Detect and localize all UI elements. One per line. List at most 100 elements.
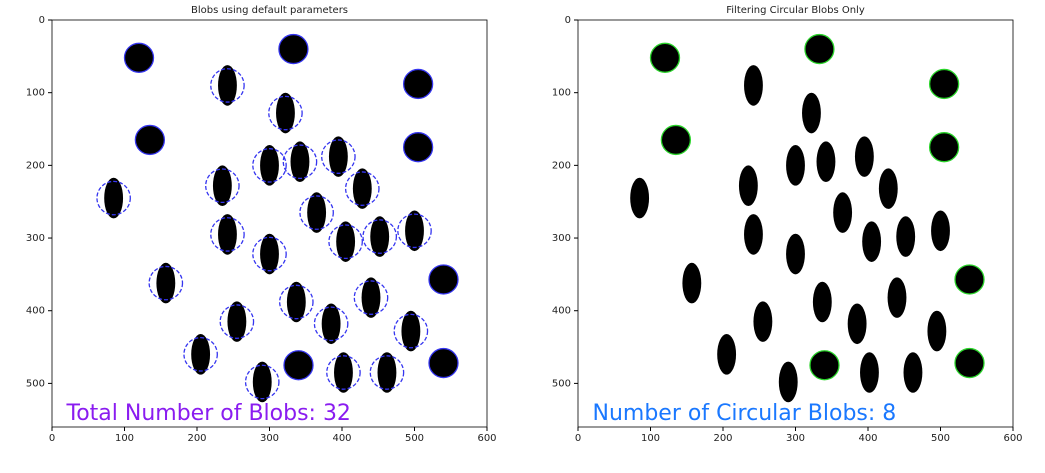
blob <box>377 352 397 393</box>
blob <box>191 334 211 375</box>
blob-detection <box>283 350 314 381</box>
blob-detection <box>954 264 985 295</box>
blob <box>903 352 923 393</box>
blob <box>135 125 165 155</box>
blob-detection <box>96 180 131 216</box>
blob-detection <box>268 95 303 131</box>
blob <box>927 310 947 352</box>
blob <box>227 301 247 342</box>
blob <box>682 262 702 304</box>
blob <box>260 145 279 186</box>
blob-detection <box>134 124 166 156</box>
blob <box>284 350 313 380</box>
blob <box>744 65 763 106</box>
blob-detection <box>244 364 280 400</box>
blob-detection <box>205 168 240 204</box>
y-tick-label: 0 <box>39 15 45 26</box>
blob-detection <box>928 68 960 100</box>
x-tick-label: 100 <box>641 433 660 444</box>
blob-detection <box>344 171 380 206</box>
blob <box>955 264 984 294</box>
y-tick-label: 500 <box>552 378 571 389</box>
blob <box>361 277 381 318</box>
blob <box>778 361 798 403</box>
y-tick-label: 300 <box>552 233 571 244</box>
x-tick-label: 100 <box>115 433 134 444</box>
blob <box>810 350 839 380</box>
x-tick-label: 500 <box>931 433 950 444</box>
y-tick-label: 500 <box>26 378 45 389</box>
blob <box>650 43 680 73</box>
blob <box>290 141 310 183</box>
x-tick-label: 400 <box>332 433 351 444</box>
blob-detection <box>397 213 432 249</box>
blob-detection <box>809 350 840 381</box>
chart-title: Filtering Circular Blobs Only <box>726 5 865 16</box>
blob-detection <box>804 33 835 65</box>
blob <box>403 132 433 162</box>
blob <box>104 177 124 219</box>
blob <box>401 310 421 352</box>
blob <box>334 352 353 393</box>
x-tick-label: 200 <box>187 433 206 444</box>
blob-detection <box>353 280 389 315</box>
y-tick-label: 200 <box>26 160 45 171</box>
y-tick-label: 200 <box>552 160 571 171</box>
blob <box>854 136 874 177</box>
y-tick-label: 100 <box>26 88 45 99</box>
blob-detection <box>183 336 218 372</box>
blob <box>862 221 882 262</box>
blob <box>260 233 279 275</box>
blob <box>212 165 232 207</box>
blob <box>370 216 390 257</box>
annotation: Total Number of Blobs: 32 <box>66 401 351 426</box>
blob <box>860 352 879 393</box>
x-tick-label: 400 <box>858 433 877 444</box>
blob <box>124 43 154 73</box>
x-tick-label: 300 <box>260 433 279 444</box>
x-tick-label: 200 <box>713 433 732 444</box>
x-tick-label: 0 <box>575 433 581 444</box>
blob <box>878 168 898 209</box>
blob-detection <box>928 132 960 163</box>
blob <box>786 145 805 186</box>
blob <box>887 277 907 318</box>
x-tick-label: 600 <box>1003 433 1022 444</box>
blob-detection <box>210 217 245 252</box>
blob-detection <box>362 219 398 254</box>
blob-detection <box>369 355 405 390</box>
blob-detection <box>402 132 434 163</box>
y-tick-label: 0 <box>565 15 571 26</box>
blob <box>896 216 916 257</box>
blob-detection <box>313 306 349 342</box>
blob-detection <box>428 347 459 379</box>
blob-detection <box>252 236 287 272</box>
blob-detection <box>219 304 255 339</box>
y-tick-label: 100 <box>552 88 571 99</box>
blob-detection <box>279 284 314 320</box>
blob <box>816 141 836 183</box>
blob-detection <box>954 347 985 379</box>
annotation: Number of Circular Blobs: 8 <box>593 401 897 426</box>
y-tick-label: 400 <box>26 306 45 317</box>
blob <box>403 69 433 99</box>
blob <box>661 125 691 155</box>
blob <box>929 69 959 99</box>
blob-detection <box>210 68 245 103</box>
blob <box>929 132 959 162</box>
blob <box>156 262 176 304</box>
blob <box>630 177 650 219</box>
blob-detection <box>282 144 318 180</box>
blob <box>753 301 773 342</box>
blob-detection <box>321 139 356 174</box>
x-tick-label: 300 <box>786 433 805 444</box>
blob <box>218 65 237 106</box>
blob <box>931 210 950 252</box>
blob-detection <box>123 42 155 73</box>
blob-detection <box>326 355 361 390</box>
blob <box>278 34 308 64</box>
y-tick-label: 300 <box>26 233 45 244</box>
blob <box>321 303 341 345</box>
blob <box>252 361 272 403</box>
blob <box>405 210 424 252</box>
